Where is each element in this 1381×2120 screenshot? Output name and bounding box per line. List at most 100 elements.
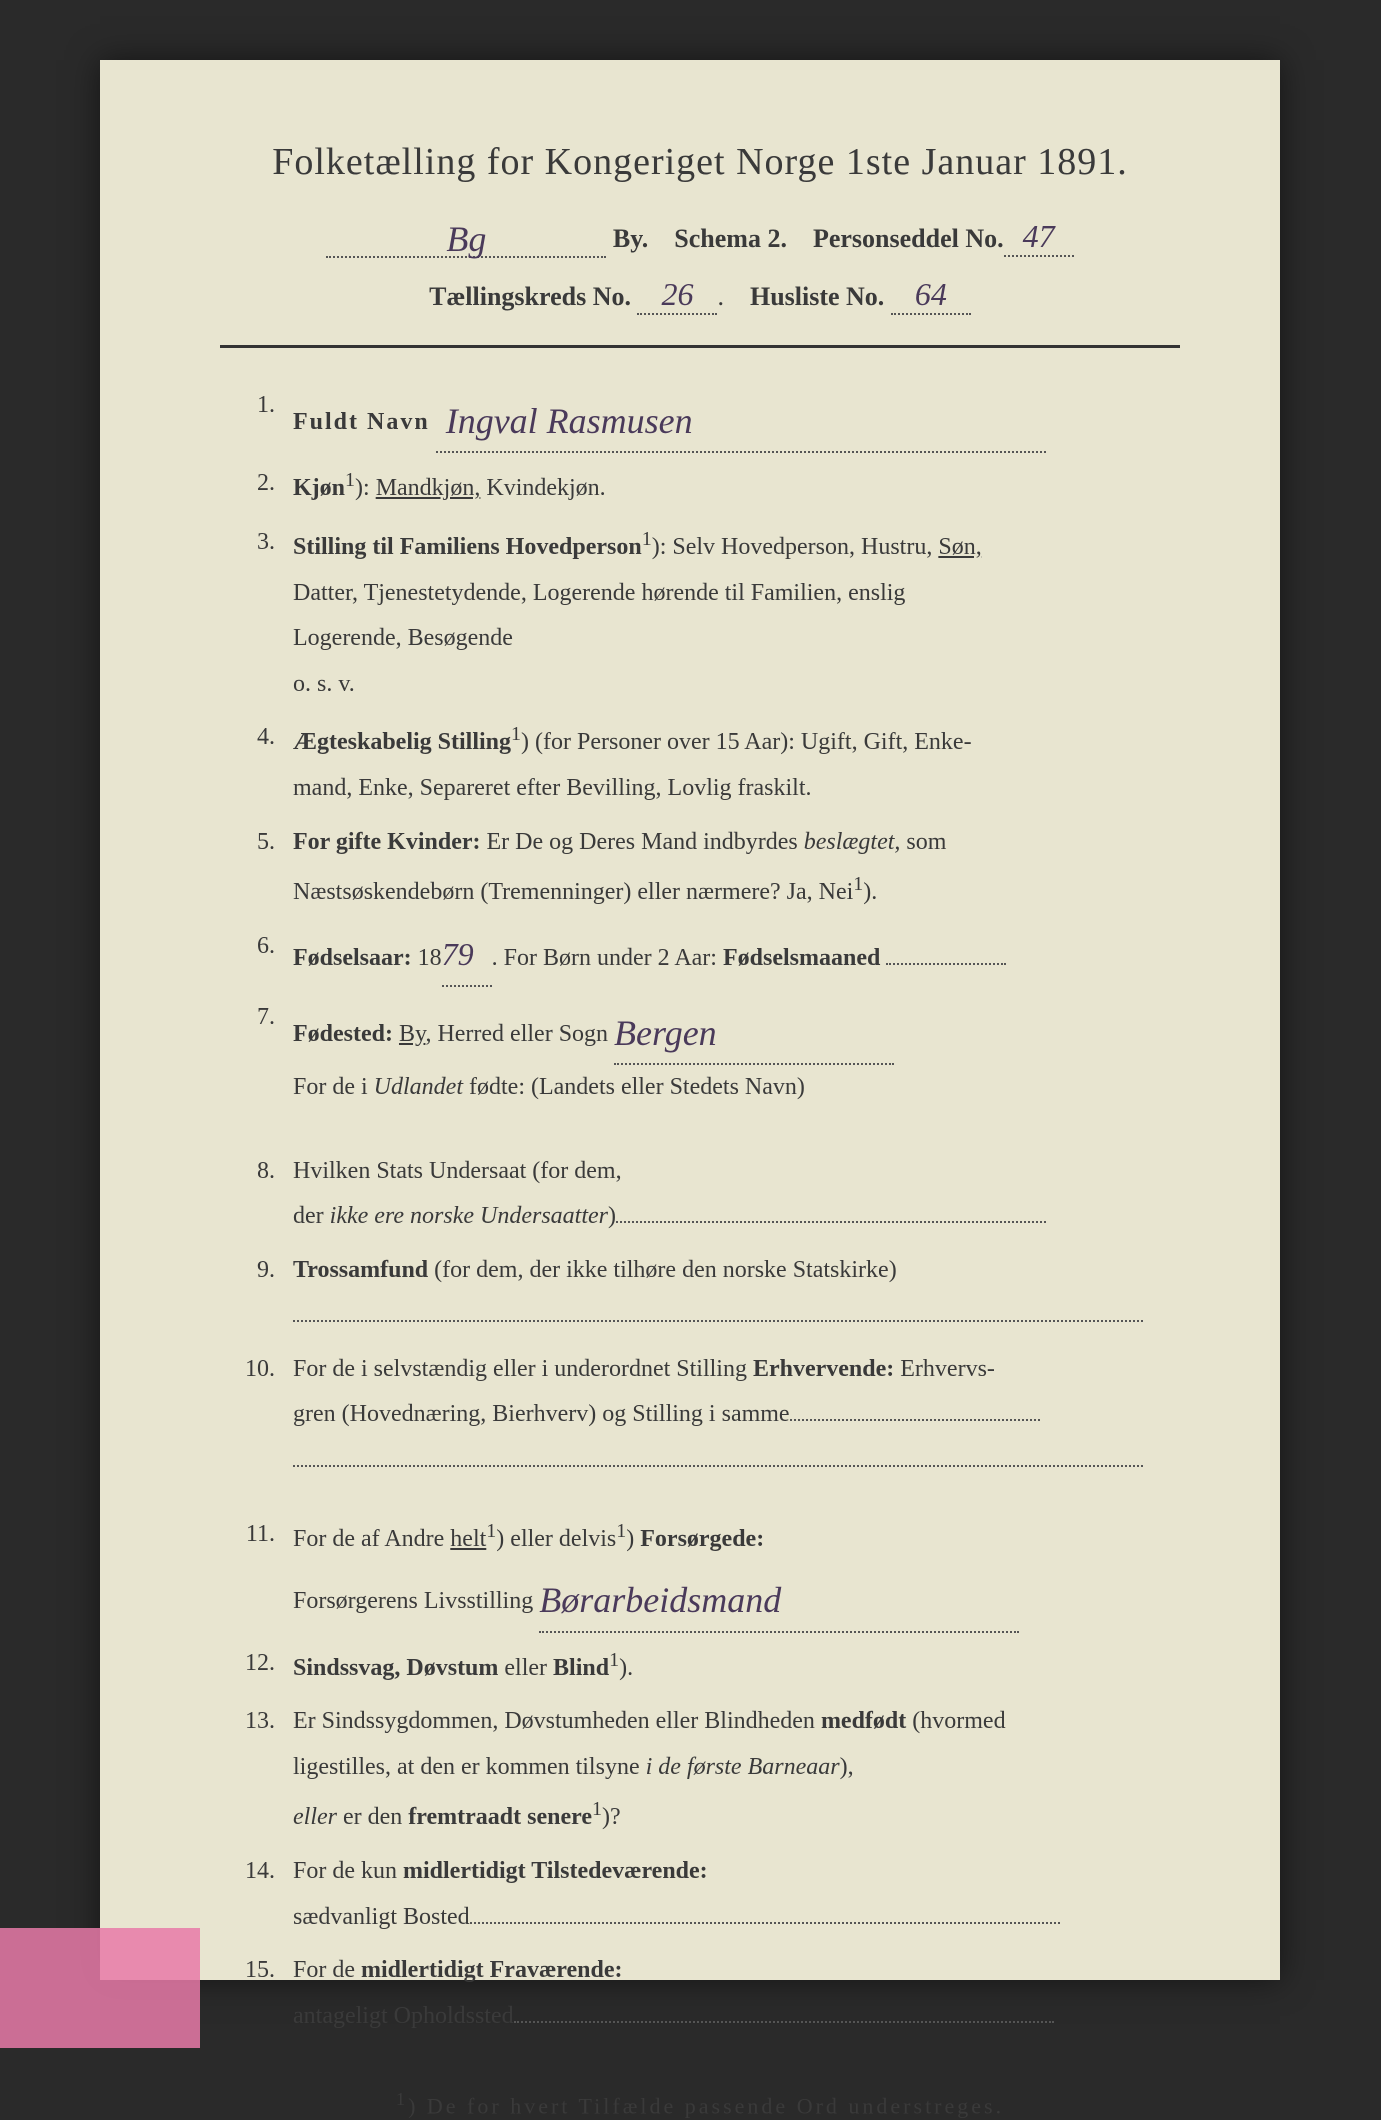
item-10-line1a: For de i selvstændig eller i underordnet… xyxy=(293,1356,753,1382)
item-14-label: midlertidigt Tilstedeværende: xyxy=(403,1858,708,1884)
item-11-line2: Forsørgerens Livsstilling xyxy=(293,1588,533,1614)
item-2: 2. Kjøn1): Mandkjøn, Kvindekjøn. xyxy=(220,461,1180,512)
item-4-label: Ægteskabelig Stilling xyxy=(293,729,511,755)
item-6: 6. Fødselsaar: 1879. For Børn under 2 Aa… xyxy=(220,924,1180,987)
item-12-sup: 1 xyxy=(609,1649,619,1671)
item-13-line2b: ), xyxy=(840,1754,854,1780)
item-3-num: 3. xyxy=(220,520,293,707)
item-13: 13. Er Sindssygdommen, Døvstumheden elle… xyxy=(220,1699,1180,1841)
item-13-line1a: Er Sindssygdommen, Døvstumheden eller Bl… xyxy=(293,1708,821,1734)
item-8: 8. Hvilken Stats Undersaat (for dem, der… xyxy=(220,1149,1180,1240)
by-label: By. xyxy=(613,224,648,253)
item-13-fremtraadt: fremtraadt senere xyxy=(408,1804,592,1830)
item-2-sup: 1 xyxy=(345,469,355,491)
item-11-line1b: ) eller delvis xyxy=(496,1526,616,1552)
item-15-label: midlertidigt Fraværende: xyxy=(361,1957,623,1983)
item-8-line2i: ikke ere norske Undersaatter xyxy=(330,1203,608,1229)
item-13-sup: 1 xyxy=(592,1798,602,1820)
item-4-line1: ) (for Personer over 15 Aar): Ugift, Gif… xyxy=(521,729,972,755)
personseddel-label: Personseddel No. xyxy=(813,224,1004,253)
item-4: 4. Ægteskabelig Stilling1) (for Personer… xyxy=(220,715,1180,811)
footnote-sup: 1 xyxy=(396,2089,408,2109)
item-10: 10. For de i selvstændig eller i underor… xyxy=(220,1347,1180,1484)
taellingskreds-value: 26 xyxy=(661,276,693,312)
item-7-udlandet: Udlandet xyxy=(374,1074,463,1100)
item-11-label: Forsørgede: xyxy=(640,1526,764,1552)
item-3-line2: Datter, Tjenestetydende, Logerende høren… xyxy=(293,580,905,606)
item-12-label: Sindssvag, Døvstum xyxy=(293,1655,498,1681)
schema-label: Schema 2. xyxy=(674,224,787,253)
item-3-sup: 1 xyxy=(642,528,652,550)
gender-female: Kvindekjøn. xyxy=(486,475,605,501)
item-5-label: For gifte Kvinder: xyxy=(293,829,481,855)
footnote-text: ) De for hvert Tilfælde passende Ord und… xyxy=(408,2094,1004,2119)
full-name-value: Ingval Rasmusen xyxy=(446,387,693,455)
item-12: 12. Sindssvag, Døvstum eller Blind1). xyxy=(220,1641,1180,1692)
item-12-num: 12. xyxy=(220,1641,293,1692)
item-6-label2: Fødselsmaaned xyxy=(723,945,880,971)
item-9: 9. Trossamfund (for dem, der ikke tilhør… xyxy=(220,1248,1180,1339)
birth-year-value: 79 xyxy=(442,936,474,972)
form-body: 1. Fuldt Navn Ingval Rasmusen 2. Kjøn1):… xyxy=(220,383,1180,2039)
item-11-line1a: For de af Andre xyxy=(293,1526,450,1552)
item-11-sup2: 1 xyxy=(616,1520,626,1542)
item-2-label: Kjøn xyxy=(293,475,345,501)
item-3-son: Søn, xyxy=(938,534,981,560)
divider-line xyxy=(220,345,1180,348)
item-5-sup: 1 xyxy=(853,873,863,895)
item-9-text: (for dem, der ikke tilhøre den norske St… xyxy=(428,1257,897,1283)
item-12-text: eller xyxy=(498,1655,553,1681)
item-11-line1c: ) xyxy=(626,1526,640,1552)
item-3-line3: Logerende, Besøgende xyxy=(293,625,513,651)
provider-value: Børarbeidsmand xyxy=(539,1566,781,1634)
item-8-num: 8. xyxy=(220,1149,293,1240)
item-7-by: By xyxy=(399,1021,425,1047)
item-5-line1b: som xyxy=(900,829,946,855)
item-9-label: Trossamfund xyxy=(293,1257,428,1283)
item-8-line2a: der xyxy=(293,1203,330,1229)
personseddel-value: 47 xyxy=(1023,218,1055,254)
item-4-sup: 1 xyxy=(511,723,521,745)
item-11-sup1: 1 xyxy=(486,1520,496,1542)
item-6-prefix: 18 xyxy=(418,945,442,971)
item-13-line3a: eller xyxy=(293,1804,337,1830)
item-11: 11. For de af Andre helt1) eller delvis1… xyxy=(220,1512,1180,1633)
taellingskreds-label: Tællingskreds No. xyxy=(429,282,631,311)
census-form-page: Folketælling for Kongeriget Norge 1ste J… xyxy=(100,60,1280,1980)
item-6-label: Fødselsaar: xyxy=(293,945,412,971)
item-13-num: 13. xyxy=(220,1699,293,1841)
item-11-num: 11. xyxy=(220,1512,293,1633)
item-5-line2: Næstsøskendebørn (Tremenninger) eller næ… xyxy=(293,879,853,905)
item-5-line1: Er De og Deres Mand indbyrdes xyxy=(481,829,804,855)
item-13-medfodt: medfødt xyxy=(821,1708,906,1734)
item-14: 14. For de kun midlertidigt Tilstedevære… xyxy=(220,1849,1180,1940)
item-1: 1. Fuldt Navn Ingval Rasmusen xyxy=(220,383,1180,453)
item-15-line2: antageligt Opholdssted xyxy=(293,2003,514,2029)
husliste-label: Husliste No. xyxy=(750,282,884,311)
husliste-value: 64 xyxy=(915,276,947,312)
item-10-line1b: Erhvervs- xyxy=(894,1356,995,1382)
item-1-label: Fuldt Navn xyxy=(293,409,430,435)
item-11-helt: helt xyxy=(450,1526,486,1552)
header-row-2: Tællingskreds No. 26. Husliste No. 64 xyxy=(220,276,1180,315)
item-3: 3. Stilling til Familiens Hovedperson1):… xyxy=(220,520,1180,707)
item-2-num: 2. xyxy=(220,461,293,512)
item-3-line1a: ): Selv Hovedperson, Hustru, xyxy=(652,534,939,560)
item-3-line4: o. s. v. xyxy=(293,671,355,697)
item-7-line2a: For de i xyxy=(293,1074,374,1100)
item-5-num: 5. xyxy=(220,820,293,916)
item-7-text1: , Herred eller Sogn xyxy=(425,1021,608,1047)
item-7-num: 7. xyxy=(220,995,293,1111)
birthplace-value: Bergen xyxy=(614,999,717,1067)
item-13-line3b: er den xyxy=(337,1804,408,1830)
item-6-num: 6. xyxy=(220,924,293,987)
item-3-label: Stilling til Familiens Hovedperson xyxy=(293,534,642,560)
item-13-line2i: i de første Barneaar xyxy=(646,1754,840,1780)
item-15: 15. For de midlertidigt Fraværende: anta… xyxy=(220,1948,1180,2039)
item-1-num: 1. xyxy=(220,383,293,453)
form-title: Folketælling for Kongeriget Norge 1ste J… xyxy=(220,140,1180,184)
item-13-line1b: (hvormed xyxy=(906,1708,1005,1734)
item-5: 5. For gifte Kvinder: Er De og Deres Man… xyxy=(220,820,1180,916)
item-13-line3c: )? xyxy=(602,1804,621,1830)
gender-male: Mandkjøn, xyxy=(376,475,481,501)
